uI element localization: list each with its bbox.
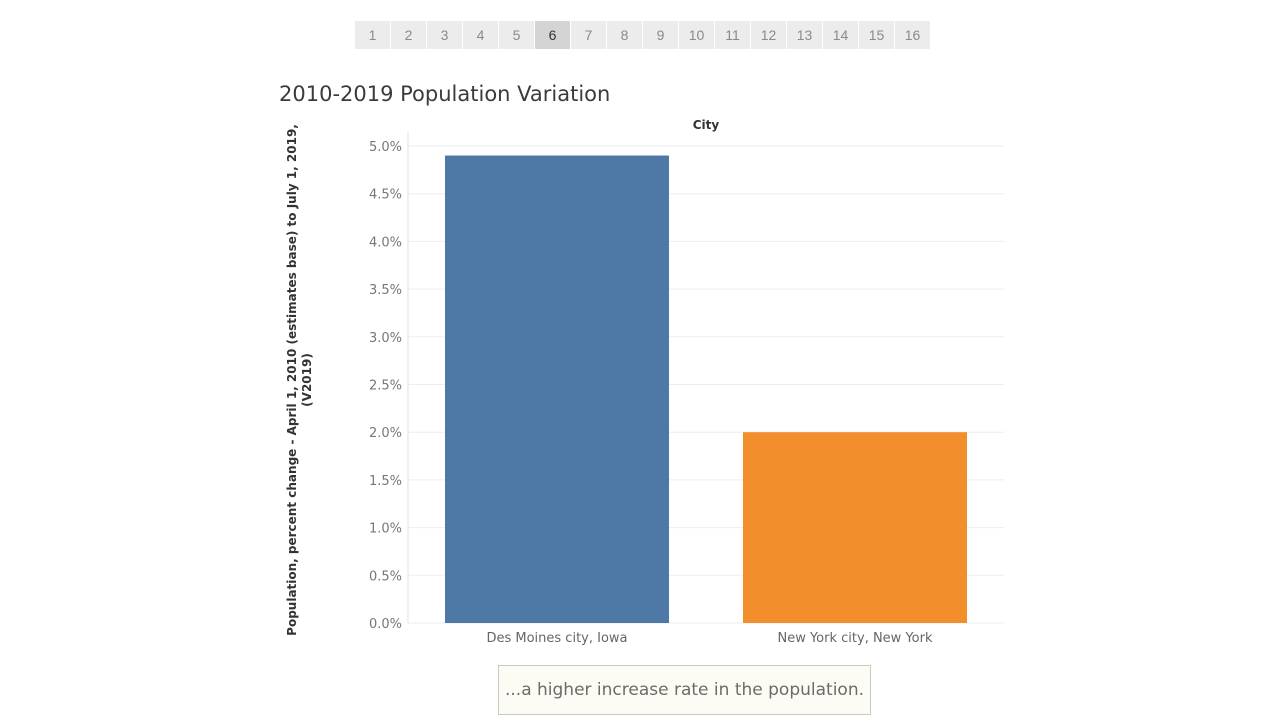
- bar-new-york[interactable]: [743, 432, 967, 623]
- y-tick-label: 2.0%: [369, 426, 402, 441]
- page-button-6[interactable]: 6: [535, 21, 570, 49]
- y-tick-label: 2.5%: [369, 379, 402, 394]
- x-tick-label: New York city, New York: [777, 631, 932, 646]
- page-button-8[interactable]: 8: [607, 21, 642, 49]
- y-axis-label: Population, percent change - April 1, 20…: [285, 124, 314, 636]
- y-axis-label-line: Population, percent change - April 1, 20…: [285, 124, 299, 636]
- page-button-16[interactable]: 16: [895, 21, 930, 49]
- page-button-11[interactable]: 11: [715, 21, 750, 49]
- y-axis-label-line: (V2019): [300, 353, 314, 407]
- y-tick-label: 1.0%: [369, 522, 402, 537]
- y-tick-label: 4.5%: [369, 188, 402, 203]
- story-pager: 1 2 3 4 5 6 7 8 9 10 11 12 13 14 15 16: [355, 21, 930, 49]
- bar-des-moines[interactable]: [445, 155, 669, 624]
- y-tick-label: 3.5%: [369, 283, 402, 298]
- y-tick-label: 5.0%: [369, 140, 402, 155]
- page-button-5[interactable]: 5: [499, 21, 534, 49]
- y-tick-label: 4.0%: [369, 235, 402, 250]
- page-button-3[interactable]: 3: [427, 21, 462, 49]
- page-button-1[interactable]: 1: [355, 21, 390, 49]
- page-button-13[interactable]: 13: [787, 21, 822, 49]
- page-button-12[interactable]: 12: [751, 21, 786, 49]
- page-button-2[interactable]: 2: [391, 21, 426, 49]
- page-button-4[interactable]: 4: [463, 21, 498, 49]
- page-button-15[interactable]: 15: [859, 21, 894, 49]
- y-tick-label: 0.0%: [369, 617, 402, 632]
- chart-title: 2010-2019 Population Variation: [279, 82, 611, 106]
- y-tick-label: 1.5%: [369, 474, 402, 489]
- page-button-9[interactable]: 9: [643, 21, 678, 49]
- story-caption-button[interactable]: ...a higher increase rate in the populat…: [498, 665, 871, 715]
- page-button-10[interactable]: 10: [679, 21, 714, 49]
- y-tick-label: 3.0%: [369, 331, 402, 346]
- x-tick-label: Des Moines city, Iowa: [486, 631, 627, 646]
- column-header: City: [693, 118, 720, 132]
- page-button-14[interactable]: 14: [823, 21, 858, 49]
- page-button-7[interactable]: 7: [571, 21, 606, 49]
- y-tick-label: 0.5%: [369, 569, 402, 584]
